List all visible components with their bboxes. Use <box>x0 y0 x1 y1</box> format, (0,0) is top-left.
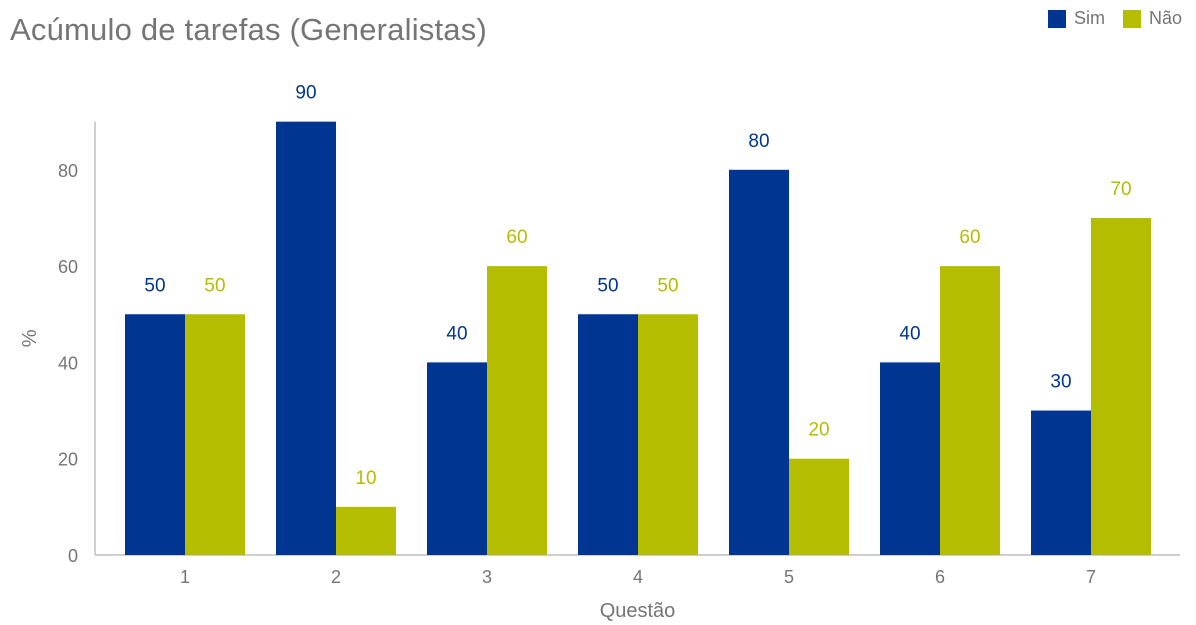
bar-nao <box>638 314 698 555</box>
bar-sim <box>427 362 487 555</box>
data-label-nao: 70 <box>1110 179 1131 200</box>
y-tick-label: 80 <box>58 161 78 181</box>
data-label-sim: 40 <box>446 323 467 344</box>
data-label-sim: 50 <box>597 275 618 296</box>
y-tick-label: 60 <box>58 257 78 277</box>
x-tick-label: 1 <box>180 567 190 587</box>
x-tick-label: 3 <box>482 567 492 587</box>
bar-sim <box>578 314 638 555</box>
data-label-sim: 30 <box>1050 372 1071 393</box>
data-label-sim: 90 <box>295 83 316 104</box>
bar-nao <box>940 266 1000 555</box>
data-label-nao: 60 <box>506 227 527 248</box>
data-label-nao: 50 <box>657 275 678 296</box>
data-label-nao: 10 <box>355 468 376 489</box>
data-label-nao: 20 <box>808 420 829 441</box>
chart-title: Acúmulo de tarefas (Generalistas) <box>10 12 487 47</box>
y-axis-title: % <box>19 329 41 347</box>
bar-nao <box>1091 217 1151 555</box>
bar-nao <box>789 458 849 555</box>
legend-swatch-nao <box>1122 9 1141 28</box>
bar-sim <box>276 121 336 556</box>
bar-nao <box>336 506 396 555</box>
x-tick-label: 4 <box>633 567 643 587</box>
bar-sim <box>1031 410 1091 555</box>
legend-label-nao: Não <box>1148 8 1182 28</box>
bar-sim <box>880 362 940 555</box>
data-label-nao: 60 <box>959 227 980 248</box>
x-tick-label: 2 <box>331 567 341 587</box>
x-axis-title: Questão <box>600 600 676 622</box>
y-tick-label: 40 <box>58 353 78 373</box>
legend-item-nao[interactable]: Não <box>1122 8 1182 29</box>
data-label-nao: 50 <box>204 275 225 296</box>
bar-nao <box>487 266 547 555</box>
data-label-sim: 50 <box>144 275 165 296</box>
data-label-sim: 40 <box>899 323 920 344</box>
legend-swatch-sim <box>1047 9 1066 28</box>
x-tick-label: 5 <box>784 567 794 587</box>
y-tick-label: 20 <box>58 450 78 470</box>
legend-label-sim: Sim <box>1073 8 1105 28</box>
legend-item-sim[interactable]: Sim <box>1047 8 1105 29</box>
bar-sim <box>125 314 185 555</box>
bar-sim <box>729 169 789 556</box>
data-label-sim: 80 <box>748 131 769 152</box>
x-tick-label: 7 <box>1086 567 1096 587</box>
y-tick-label: 0 <box>68 546 78 566</box>
x-tick-label: 6 <box>935 567 945 587</box>
legend: Sim Não <box>1030 8 1182 29</box>
bar-nao <box>185 314 245 555</box>
